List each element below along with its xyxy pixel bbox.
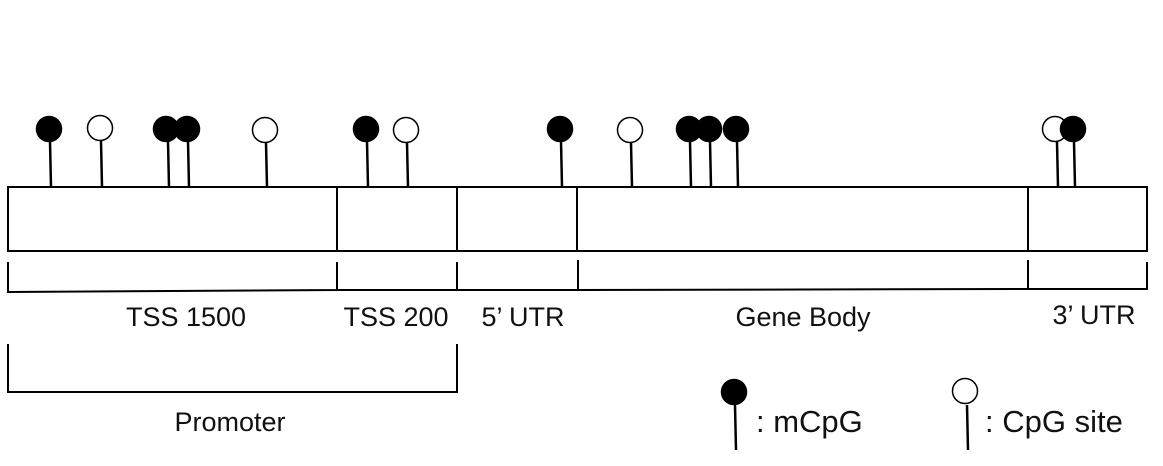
legend-mcpg-stem: [733, 404, 738, 451]
legend-cpg-label: : CpG site: [985, 404, 1123, 439]
legend-mcpg-label: : mCpG: [756, 404, 863, 439]
legend-cpg-stem: [965, 404, 970, 451]
bracket-tss1500: [7, 262, 338, 294]
mcpg-marker: [35, 115, 63, 143]
cpg-stem: [688, 140, 693, 188]
mcpg-marker: [722, 115, 750, 143]
legend-mcpg-icon: [720, 378, 748, 406]
region-brackets: [7, 260, 1148, 294]
cpg-stem: [1055, 141, 1060, 188]
bracket-tss200: [337, 262, 458, 291]
bracket-utr5: [457, 260, 579, 291]
region-label-tss200: TSS 200: [343, 302, 448, 332]
bracket-genebody: [577, 260, 1029, 291]
cpg-stem: [365, 140, 370, 188]
cpg-site-marker: [616, 116, 644, 144]
bracket-promoter: [7, 344, 458, 393]
region-label-tss1500: TSS 1500: [126, 302, 246, 332]
region-label-utr5: 5’ UTR: [481, 302, 564, 332]
cpg-stem: [166, 140, 171, 188]
mcpg-marker: [173, 115, 201, 143]
cpg-site-marker: [392, 116, 420, 144]
legend: : mCpG : CpG site: [720, 377, 1123, 451]
legend-cpg-site: : CpG site: [951, 377, 1123, 451]
mcpg-marker: [352, 115, 380, 143]
cpg-stem: [735, 140, 740, 188]
region-label-gene-body: Gene Body: [735, 302, 871, 332]
region-label-utr3: 3’ UTR: [1052, 300, 1135, 330]
mcpg-marker: [695, 115, 723, 143]
cpg-stem: [629, 142, 634, 188]
cpg-stem: [186, 140, 191, 188]
gene-track: [7, 186, 1148, 252]
cpg-stem: [559, 140, 564, 188]
cpg-sites: [35, 114, 1087, 188]
promoter-label: Promoter: [174, 407, 285, 437]
cpg-stem: [405, 142, 410, 188]
mcpg-marker: [1059, 115, 1087, 143]
cpg-stem: [1072, 141, 1077, 188]
legend-mcpg: : mCpG: [720, 378, 863, 451]
cpg-stem: [99, 140, 104, 188]
cpg-site-marker: [86, 114, 114, 142]
mcpg-marker: [546, 115, 574, 143]
bracket-utr3: [1028, 262, 1148, 290]
cpg-stem: [48, 140, 53, 188]
cpg-stem: [264, 142, 269, 188]
cpg-stem: [708, 140, 713, 188]
cpg-site-marker: [251, 116, 279, 144]
legend-cpg-icon: [951, 377, 979, 405]
